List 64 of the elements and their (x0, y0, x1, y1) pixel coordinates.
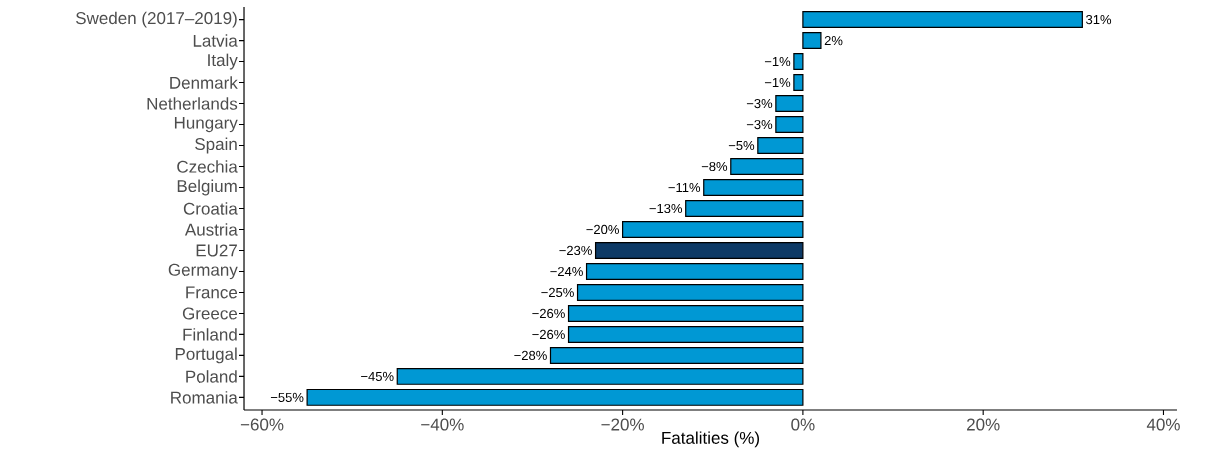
x-axis-title: Fatalities (%) (662, 431, 760, 448)
y-tick-label: Italy (208, 53, 238, 70)
data-label: −13% (649, 203, 683, 214)
y-tick-label: Poland (186, 370, 237, 383)
data-label: −3% (746, 98, 773, 109)
bar (685, 200, 804, 217)
bar (775, 95, 804, 113)
data-label: −55% (270, 392, 304, 402)
bar (594, 242, 804, 259)
bar (567, 325, 804, 343)
data-label: −1% (764, 78, 791, 88)
bar (793, 53, 804, 71)
bar (802, 11, 1083, 29)
bar (730, 158, 804, 175)
data-label: 31% (1086, 14, 1112, 25)
bar (703, 179, 804, 196)
y-tick-label: Denmark (170, 76, 238, 89)
data-label: −25% (541, 287, 574, 298)
data-label: −26% (532, 329, 565, 340)
data-label: −28% (514, 350, 547, 361)
bar (793, 74, 804, 92)
y-tick-label: Belgium (177, 179, 237, 196)
y-tick-label: Croatia (183, 202, 238, 215)
y-tick-label: Portugal (175, 347, 237, 364)
y-tick-label: EU27 (196, 244, 237, 257)
data-label: −26% (532, 308, 565, 319)
y-tick-label: Romania (171, 391, 238, 404)
bar (775, 116, 804, 133)
data-label: −3% (746, 119, 773, 130)
x-tick-label: 20% (967, 418, 1000, 431)
bar (757, 137, 804, 154)
data-label: −1% (764, 57, 791, 67)
x-tick-label: 0% (791, 418, 815, 431)
x-tick-label: −60% (240, 418, 284, 431)
y-tick-label: Hungary (174, 116, 238, 133)
bar (306, 388, 804, 406)
data-label: −23% (559, 245, 592, 256)
y-tick-label: Finland (183, 328, 237, 341)
y-tick-label: Greece (182, 307, 238, 320)
x-tick-label: −20% (601, 418, 644, 431)
data-label: −20% (586, 224, 619, 235)
y-tick-label: Spain (195, 137, 237, 154)
bar (585, 262, 804, 280)
bar (567, 304, 804, 322)
data-label: −45% (361, 371, 394, 381)
y-tick-label: Czechia (177, 160, 238, 173)
y-tick-label: Germany (168, 263, 238, 280)
bar (802, 32, 822, 50)
y-tick-label: Austria (184, 223, 238, 236)
data-label: 2% (824, 35, 843, 46)
data-label: −5% (728, 140, 755, 151)
bar (549, 346, 804, 364)
x-tick-label: 40% (1146, 418, 1180, 431)
y-tick-label: France (186, 286, 238, 299)
bar (622, 221, 804, 238)
bar (396, 367, 804, 385)
data-label: −8% (701, 161, 728, 172)
y-tick-label: Latvia (193, 34, 238, 47)
y-tick-label: Netherlands (147, 97, 238, 110)
x-tick-label: −40% (421, 418, 464, 431)
data-label: −11% (668, 182, 701, 193)
y-tick-label: Sweden (2017–2019) (76, 11, 237, 28)
bar (576, 283, 804, 301)
data-label: −24% (550, 266, 583, 277)
